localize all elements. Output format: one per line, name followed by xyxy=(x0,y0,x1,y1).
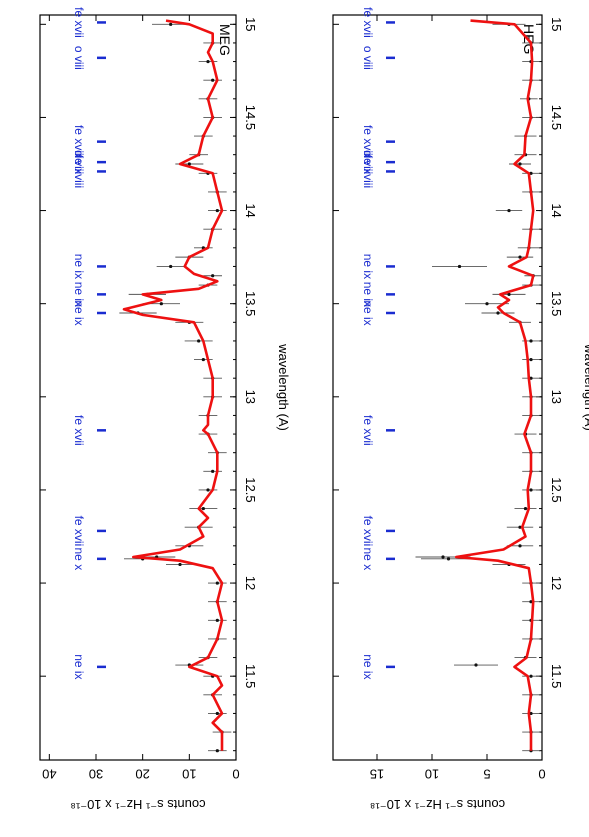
panel-heg: 11.5 12 12.5 13 13.5 14 14.5 15 0 5 10 15 wavelength… xyxy=(332,7,589,812)
line-label: ne ix xyxy=(72,654,86,679)
line-label: ne ix xyxy=(361,300,375,325)
line-label: ne ix xyxy=(72,300,86,325)
line-label: o viii xyxy=(361,46,375,70)
data-point xyxy=(441,555,445,559)
data-point xyxy=(457,264,462,269)
y-tick-label: 15 xyxy=(370,767,384,782)
line-label: fe xvii xyxy=(361,516,375,547)
line-label: fe xviii xyxy=(72,125,86,158)
data-point xyxy=(215,208,219,213)
y-axis-label: counts s⁻¹ Hz⁻¹ x 10⁻¹⁸ xyxy=(370,797,505,812)
y-axis-label: counts s⁻¹ Hz⁻¹ x 10⁻¹⁸ xyxy=(70,797,205,812)
data-point xyxy=(529,339,533,343)
line-label: fe xvii xyxy=(72,7,86,38)
x-tick-label: 13.5 xyxy=(243,291,258,316)
x-tick-label: 14 xyxy=(243,203,258,217)
line-label: fe xviii xyxy=(361,155,375,188)
data-point xyxy=(206,488,210,492)
data-point xyxy=(178,562,182,567)
x-tick-label: 13 xyxy=(243,390,258,404)
x-tick-label: 14.5 xyxy=(243,105,258,130)
y-tick-label: 5 xyxy=(483,767,490,782)
line-label: fe xvii xyxy=(72,415,86,446)
y-tick-label: 10 xyxy=(425,767,439,782)
data-point xyxy=(474,663,478,667)
x-tick-label: 12 xyxy=(549,576,564,590)
y-tick-label: 40 xyxy=(42,767,56,782)
line-label: fe xviii xyxy=(361,125,375,158)
panel-label: MEG xyxy=(217,24,233,56)
line-label: fe xvii xyxy=(72,516,86,547)
x-tick-label: 12 xyxy=(243,576,258,590)
data-point xyxy=(529,674,533,678)
y-tick-label: 30 xyxy=(89,767,103,782)
line-label: o viii xyxy=(72,150,86,174)
x-tick-label: 11.5 xyxy=(243,664,258,688)
line-label: o viii xyxy=(361,150,375,174)
data-point xyxy=(206,59,210,64)
data-point xyxy=(159,302,163,306)
line-label: o viii xyxy=(72,46,86,70)
x-tick-label: 13.5 xyxy=(549,291,564,316)
model-curve xyxy=(122,19,224,751)
data-point xyxy=(169,264,173,269)
data-point xyxy=(215,749,219,753)
data-point xyxy=(211,274,215,278)
x-tick-label: 15 xyxy=(549,17,564,31)
line-label: ne ix xyxy=(72,254,86,279)
data-point xyxy=(518,544,522,548)
y-tick-label: 20 xyxy=(135,767,149,782)
x-tick-label: 11.5 xyxy=(549,664,564,688)
data-point xyxy=(201,357,205,362)
panel-meg: 11.5 12 12.5 13 13.5 14 14.5 15 0 10 20 30 40 wavelen… xyxy=(39,7,291,812)
line-label: fe xvii xyxy=(361,415,375,446)
data-point xyxy=(496,311,500,315)
data-point xyxy=(446,557,451,561)
data-point xyxy=(529,488,533,492)
line-label: ne ix xyxy=(361,282,375,307)
y-tick-label: 10 xyxy=(182,767,196,782)
line-label: ne x xyxy=(361,548,375,571)
data-point xyxy=(169,22,173,26)
x-tick-label: 14.5 xyxy=(549,105,564,130)
x-tick-label: 12.5 xyxy=(549,477,564,502)
data-point xyxy=(211,469,215,473)
data-point xyxy=(201,506,205,511)
y-tick-label: 0 xyxy=(538,767,545,782)
x-tick-label: 12.5 xyxy=(243,477,258,502)
x-axis-label: wavelength (A) xyxy=(582,343,589,431)
data-point xyxy=(485,302,489,306)
line-label: fe xvii xyxy=(361,7,375,38)
data-point xyxy=(518,162,522,166)
data-point xyxy=(523,506,528,511)
x-tick-label: 14 xyxy=(549,203,564,217)
model-curve xyxy=(454,19,535,751)
line-label: ne ix xyxy=(72,282,86,307)
plot-frame xyxy=(332,14,543,761)
data-point xyxy=(211,78,215,82)
data-point xyxy=(197,339,201,343)
line-label: ne x xyxy=(72,548,86,571)
data-point xyxy=(215,618,219,622)
x-tick-label: 13 xyxy=(549,390,564,404)
data-point xyxy=(215,581,219,585)
line-label: ne ix xyxy=(361,254,375,279)
x-axis-label: wavelength (A) xyxy=(276,343,291,431)
data-point xyxy=(215,711,219,716)
data-point xyxy=(507,292,511,296)
line-label: ne ix xyxy=(361,654,375,679)
x-tick-label: 15 xyxy=(243,17,258,31)
data-point xyxy=(187,162,191,166)
y-tick-label: 0 xyxy=(232,767,239,782)
data-point xyxy=(518,255,522,259)
data-point xyxy=(529,357,533,362)
line-label: fe xviii xyxy=(72,155,86,188)
data-point xyxy=(518,525,522,529)
plot-frame xyxy=(39,14,237,761)
data-point xyxy=(507,208,511,213)
